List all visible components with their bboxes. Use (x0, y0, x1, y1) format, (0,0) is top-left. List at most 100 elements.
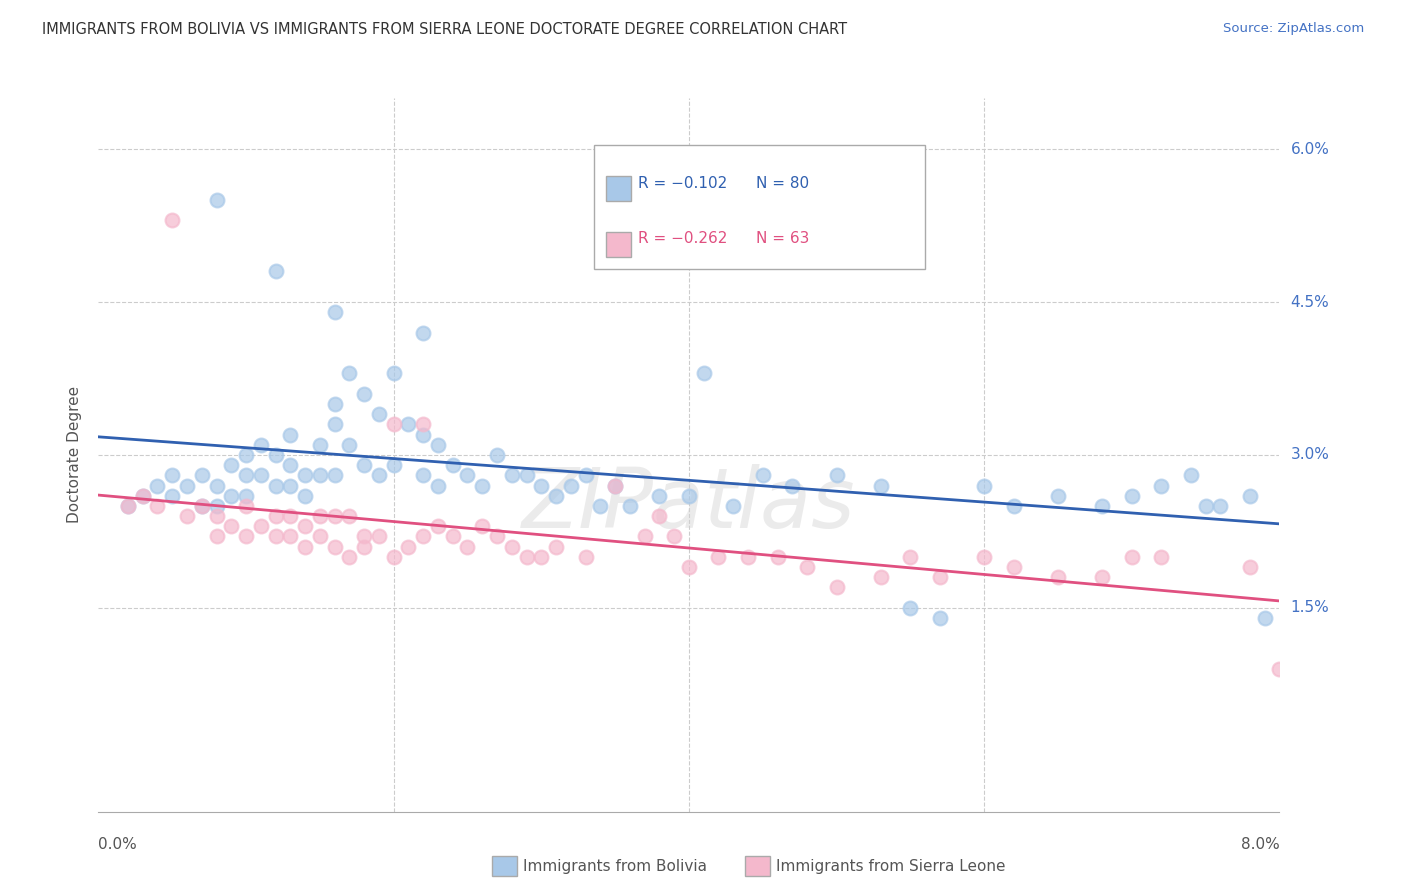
Point (412, 529, 434, 543)
Point (633, 529, 655, 543)
Point (560, 478, 582, 492)
Point (264, 264, 287, 278)
Point (515, 468, 537, 483)
Point (250, 468, 273, 483)
Point (294, 489, 316, 503)
Point (146, 478, 169, 492)
Point (353, 529, 375, 543)
Point (396, 540, 419, 554)
Point (235, 499, 257, 513)
Text: 0.0%: 0.0% (98, 837, 138, 852)
Point (1091, 499, 1114, 513)
Point (250, 438, 273, 452)
Point (869, 478, 891, 492)
Point (323, 417, 346, 432)
Point (308, 438, 332, 452)
Text: IMMIGRANTS FROM BOLIVIA VS IMMIGRANTS FROM SIERRA LEONE DOCTORATE DEGREE CORRELA: IMMIGRANTS FROM BOLIVIA VS IMMIGRANTS FR… (42, 22, 848, 37)
Point (337, 367, 360, 381)
Point (530, 478, 553, 492)
Point (205, 529, 228, 543)
Point (278, 529, 301, 543)
Point (308, 509, 332, 524)
Point (146, 499, 169, 513)
Point (426, 519, 449, 533)
Point (426, 438, 449, 452)
Point (412, 417, 434, 432)
Point (1180, 468, 1202, 483)
Point (574, 468, 596, 483)
Point (1150, 478, 1173, 492)
Point (205, 509, 228, 524)
Point (308, 529, 332, 543)
Point (396, 417, 419, 432)
Point (825, 581, 848, 595)
Point (367, 468, 389, 483)
Point (766, 549, 789, 564)
Point (235, 529, 257, 543)
Point (1194, 499, 1216, 513)
Point (1239, 560, 1261, 574)
Point (664, 529, 686, 543)
Point (323, 397, 346, 411)
Point (441, 529, 464, 543)
Point (471, 478, 494, 492)
Point (456, 468, 478, 483)
Point (162, 489, 183, 503)
Point (337, 438, 360, 452)
Point (235, 489, 257, 503)
Point (278, 427, 301, 442)
Point (205, 499, 228, 513)
Point (485, 448, 508, 462)
Point (323, 305, 346, 319)
Point (278, 458, 301, 472)
Point (162, 213, 183, 227)
Point (928, 611, 950, 625)
Point (1091, 570, 1114, 584)
Point (162, 468, 183, 483)
Point (973, 478, 995, 492)
Point (250, 519, 273, 533)
Text: N = 63: N = 63 (756, 231, 810, 245)
Point (117, 499, 139, 513)
Point (737, 549, 759, 564)
Point (782, 478, 804, 492)
Point (278, 509, 301, 524)
Point (132, 489, 155, 503)
Point (353, 540, 375, 554)
Text: ZIPatlas: ZIPatlas (522, 465, 856, 545)
Point (544, 489, 567, 503)
Point (693, 367, 716, 381)
Text: 1.5%: 1.5% (1291, 600, 1329, 615)
Point (1121, 549, 1143, 564)
Point (471, 519, 494, 533)
Point (294, 519, 316, 533)
Point (412, 468, 434, 483)
Point (132, 489, 155, 503)
Point (308, 468, 332, 483)
Point (353, 386, 375, 401)
Point (426, 478, 449, 492)
Point (323, 468, 346, 483)
Text: Source: ZipAtlas.com: Source: ZipAtlas.com (1223, 22, 1364, 36)
Point (1239, 489, 1261, 503)
Point (678, 489, 700, 503)
Point (176, 509, 198, 524)
Point (1121, 489, 1143, 503)
Text: 6.0%: 6.0% (1291, 142, 1330, 157)
Point (278, 478, 301, 492)
Point (337, 549, 360, 564)
Point (191, 499, 214, 513)
Point (367, 529, 389, 543)
Text: Immigrants from Sierra Leone: Immigrants from Sierra Leone (776, 859, 1005, 873)
Point (353, 458, 375, 472)
Point (235, 448, 257, 462)
Point (1268, 662, 1291, 676)
Text: R = −0.262: R = −0.262 (638, 231, 727, 245)
Point (294, 540, 316, 554)
Text: Immigrants from Bolivia: Immigrants from Bolivia (523, 859, 707, 873)
Text: N = 80: N = 80 (756, 176, 810, 191)
Point (605, 478, 627, 492)
Point (219, 519, 242, 533)
Point (337, 509, 360, 524)
Point (1046, 570, 1069, 584)
